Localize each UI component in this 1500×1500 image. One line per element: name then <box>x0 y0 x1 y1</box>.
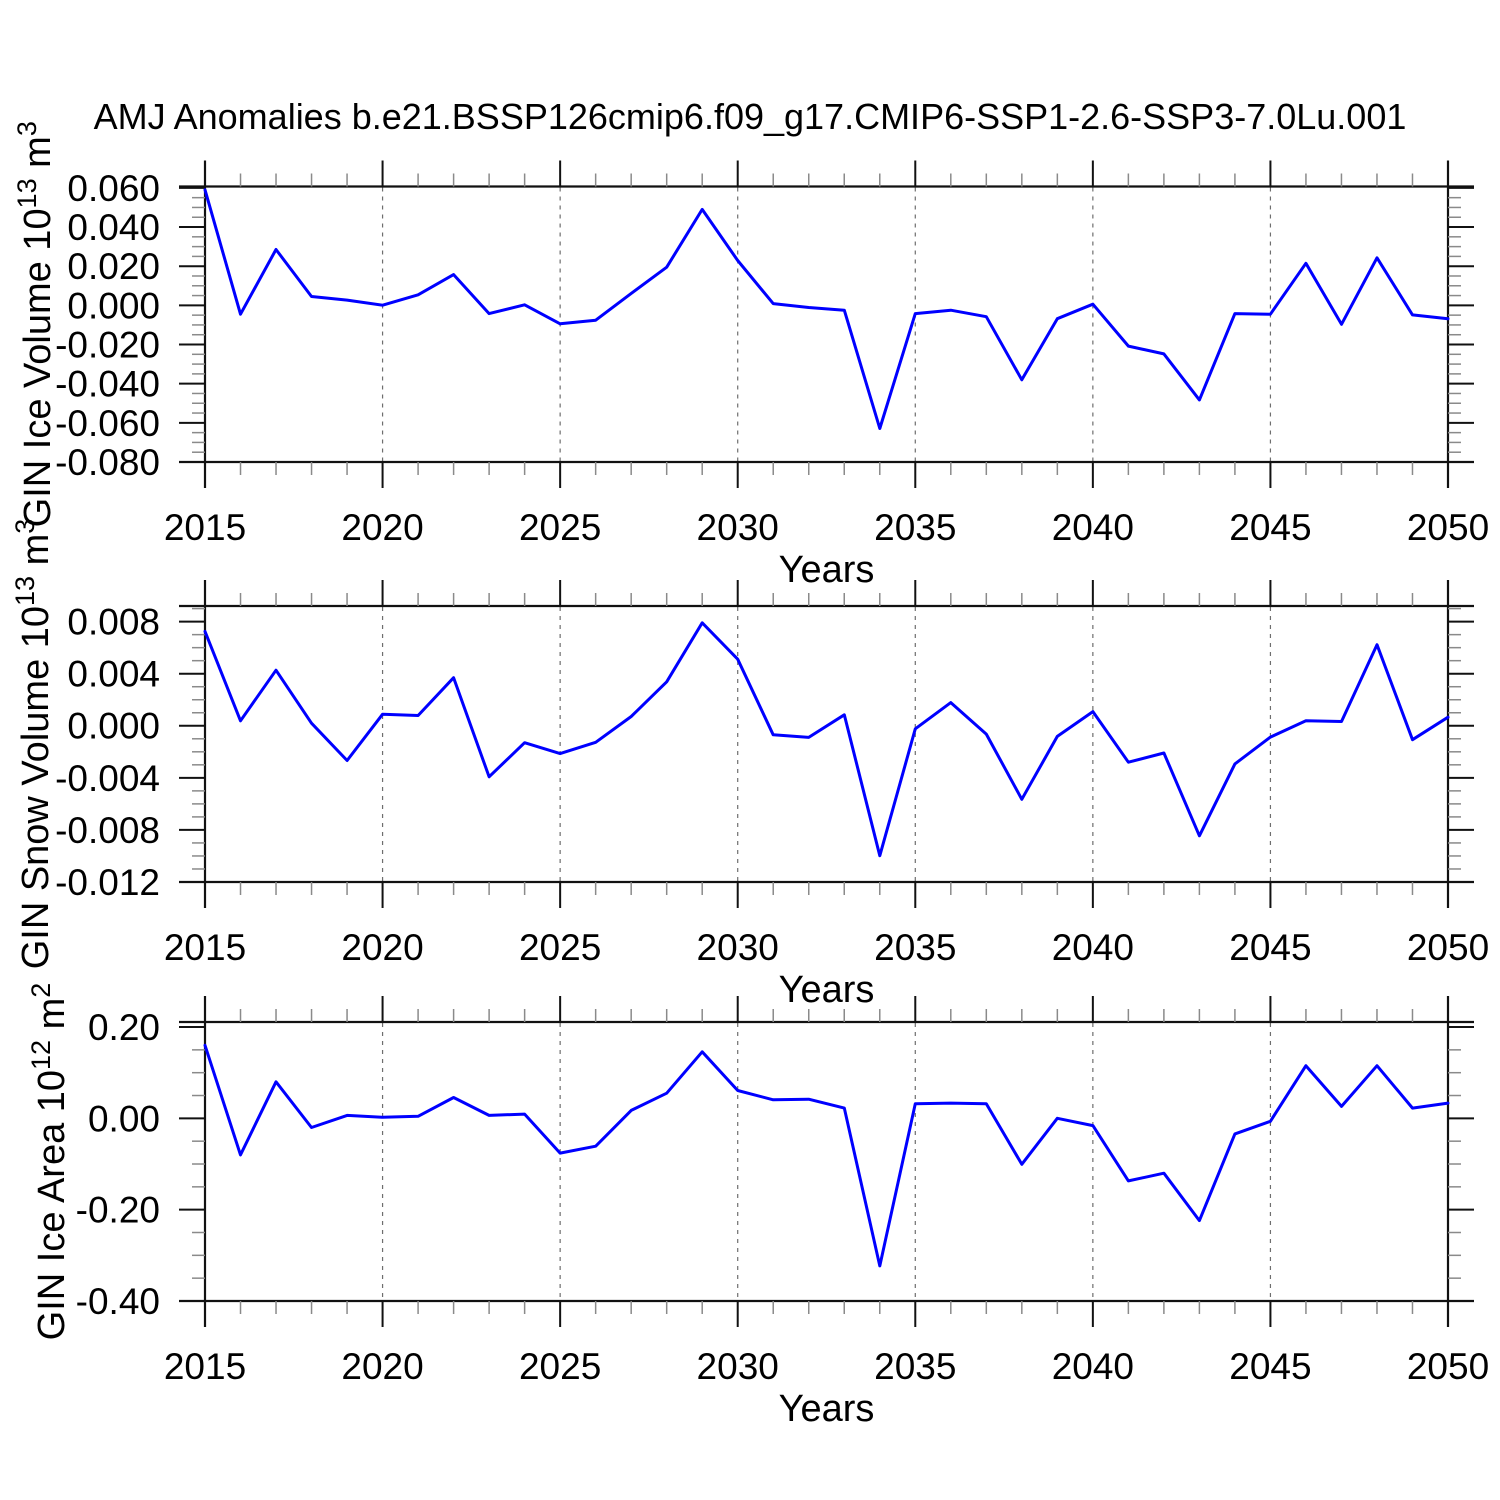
panel-1: 0.0600.0400.0200.000-0.020-0.040-0.060-0… <box>12 121 1489 591</box>
panels-group: 0.0600.0400.0200.000-0.020-0.040-0.060-0… <box>10 121 1489 1430</box>
data-line <box>203 621 1450 858</box>
y-tick-label: -0.20 <box>76 1190 160 1231</box>
x-tick-label: 2050 <box>1407 507 1489 548</box>
y-ticks: 0.008 0.004 0.000 -0.004 -0.008 -0.012 <box>55 602 1474 903</box>
y-tick-label: 0.060 <box>67 168 160 209</box>
x-tick-label: 2035 <box>874 927 956 968</box>
y-tick-label: 0.000 <box>67 706 160 747</box>
y-tick-label: -0.004 <box>55 758 160 799</box>
gridlines <box>381 187 1272 461</box>
x-axis-title: Years <box>779 1388 875 1430</box>
x-ticks <box>204 160 1449 488</box>
axes-frame <box>179 160 1474 488</box>
x-tick-label: 2040 <box>1052 927 1134 968</box>
x-tick-label: 2030 <box>697 507 779 548</box>
y-tick-label: -0.008 <box>55 810 160 851</box>
y-tick-label: -0.060 <box>55 403 160 444</box>
axes-frame <box>179 580 1474 908</box>
x-tick-label: 2045 <box>1229 927 1311 968</box>
y-tick-label: 0.020 <box>67 246 160 287</box>
x-tick-label: 2030 <box>697 1346 779 1387</box>
x-tick-label: 2050 <box>1407 927 1489 968</box>
y-tick-label: -0.040 <box>55 364 160 405</box>
x-tick-label: 2045 <box>1229 1346 1311 1387</box>
x-tick-label: 2020 <box>341 927 423 968</box>
x-tick-label: 2020 <box>341 1346 423 1387</box>
y-tick-label: 0.004 <box>67 654 160 695</box>
x-tick-label: 2040 <box>1052 507 1134 548</box>
y-axis-title: GIN Ice Volume 1013 m3 <box>12 121 59 527</box>
chart-title: AMJ Anomalies b.e21.BSSP126cmip6.f09_g17… <box>94 96 1407 137</box>
x-tick-label: 2015 <box>164 1346 246 1387</box>
y-tick-label: -0.012 <box>55 862 160 903</box>
y-tick-label: 0.000 <box>67 285 160 326</box>
x-tick-label: 2020 <box>341 507 423 548</box>
y-tick-label: 0.040 <box>67 207 160 248</box>
x-ticks <box>204 580 1449 908</box>
y-ticks: 0.20 0.00 -0.20 -0.40 <box>76 1007 1474 1322</box>
y-tick-label: -0.080 <box>55 442 160 483</box>
y-tick-label: 0.20 <box>88 1007 160 1048</box>
x-tick-label: 2040 <box>1052 1346 1134 1387</box>
x-tick-label: 2035 <box>874 1346 956 1387</box>
x-tick-label: 2015 <box>164 927 246 968</box>
x-tick-label: 2050 <box>1407 1346 1489 1387</box>
y-tick-label: -0.40 <box>76 1281 160 1322</box>
data-line <box>203 188 1450 430</box>
x-labels: 2015 2020 2025 2030 2035 2040 2045 2050 Years <box>164 927 1489 1011</box>
x-labels: 2015 2020 2025 2030 2035 2040 2045 2050 Years <box>164 507 1489 591</box>
x-tick-label: 2015 <box>164 507 246 548</box>
x-tick-label: 2035 <box>874 507 956 548</box>
x-tick-label: 2025 <box>519 507 601 548</box>
x-axis-title: Years <box>779 969 875 1011</box>
y-axis-title: GIN Ice Area 1012 m2 <box>26 983 73 1341</box>
y-tick-label: 0.00 <box>88 1098 160 1139</box>
x-tick-label: 2025 <box>519 1346 601 1387</box>
x-tick-label: 2045 <box>1229 507 1311 548</box>
gridlines <box>381 1023 1272 1300</box>
axes-frame <box>179 996 1474 1327</box>
data-line <box>203 1043 1450 1268</box>
y-tick-label: -0.020 <box>55 324 160 365</box>
x-tick-label: 2025 <box>519 927 601 968</box>
x-ticks <box>204 996 1449 1327</box>
y-ticks: 0.0600.0400.0200.000-0.020-0.040-0.060-0… <box>55 168 1474 483</box>
gridlines <box>381 607 1272 881</box>
x-axis-title: Years <box>779 549 875 591</box>
x-labels: 2015 2020 2025 2030 2035 2040 2045 2050 Years <box>164 1346 1489 1430</box>
y-axis-title: GIN Snow Volume 1013 m3 <box>10 519 57 970</box>
y-tick-label: 0.008 <box>67 602 160 643</box>
x-tick-label: 2030 <box>697 927 779 968</box>
